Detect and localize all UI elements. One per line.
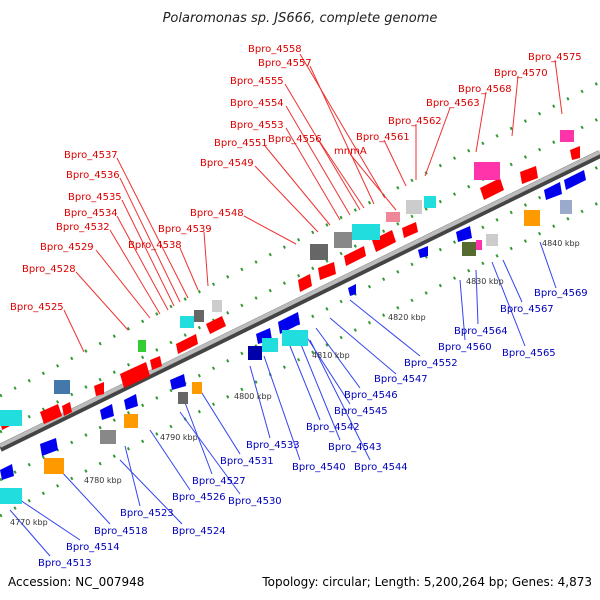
gene-label[interactable]: Bpro_4532 — [56, 222, 110, 233]
genome-backbone — [0, 150, 600, 452]
tick-label: 4770 kbp — [10, 518, 48, 527]
gene-label[interactable]: Bpro_4524 — [172, 526, 226, 537]
gene-label[interactable]: Bpro_4535 — [68, 192, 122, 203]
gene-label[interactable]: Bpro_4570 — [494, 68, 548, 79]
gene-label[interactable]: Bpro_4556 — [268, 134, 322, 145]
gene-label[interactable]: Bpro_4543 — [328, 442, 382, 453]
map-title: Polaromonas sp. JS666, complete genome — [163, 11, 438, 26]
gene-label[interactable]: Bpro_4552 — [404, 358, 458, 369]
gene-label[interactable]: Bpro_4558 — [248, 44, 302, 55]
gene-label[interactable]: Bpro_4539 — [158, 224, 212, 235]
gene-label[interactable]: mnmA — [334, 146, 367, 157]
gene-label[interactable]: Bpro_4531 — [220, 456, 274, 467]
gene-features — [0, 130, 586, 504]
gene-label[interactable]: Bpro_4546 — [344, 390, 398, 401]
track-guides — [0, 80, 600, 518]
gene-label[interactable]: Bpro_4551 — [214, 138, 268, 149]
gene-label[interactable]: Bpro_4528 — [22, 264, 76, 275]
gene-label[interactable]: Bpro_4523 — [120, 508, 174, 519]
topology-text: Topology: circular; Length: 5,200,264 bp… — [261, 575, 592, 589]
gene-label[interactable]: Bpro_4553 — [230, 120, 284, 131]
gene-label[interactable]: Bpro_4526 — [172, 492, 226, 503]
accession-text: Accession: NC_007948 — [8, 575, 144, 589]
tick-label: 4840 kbp — [542, 239, 580, 248]
gene-label[interactable]: Bpro_4563 — [426, 98, 480, 109]
gene-label[interactable]: Bpro_4545 — [334, 406, 388, 417]
bottom-gene-labels: Bpro_4569 Bpro_4567 Bpro_4564 Bpro_4560 … — [38, 288, 588, 569]
gene-label[interactable]: Bpro_4549 — [200, 158, 254, 169]
gene-label[interactable]: Bpro_4530 — [228, 496, 282, 507]
gene-label[interactable]: Bpro_4536 — [66, 170, 120, 181]
gene-label[interactable]: Bpro_4513 — [38, 558, 92, 569]
gene-label[interactable]: Bpro_4548 — [190, 208, 244, 219]
gene-label[interactable]: Bpro_4529 — [40, 242, 94, 253]
tick-label: 4800 kbp — [234, 392, 272, 401]
gene-label[interactable]: Bpro_4560 — [438, 342, 492, 353]
gene-label[interactable]: Bpro_4565 — [502, 348, 556, 359]
gene-label[interactable]: Bpro_4540 — [292, 462, 346, 473]
tick-label: 4810 kbp — [312, 351, 350, 360]
gene-label[interactable]: Bpro_4575 — [528, 52, 582, 63]
gene-label[interactable]: Bpro_4538 — [128, 240, 182, 251]
gene-label[interactable]: Bpro_4518 — [94, 526, 148, 537]
gene-label[interactable]: Bpro_4533 — [246, 440, 300, 451]
gene-label[interactable]: Bpro_4534 — [64, 208, 118, 219]
gene-label[interactable]: Bpro_4567 — [500, 304, 554, 315]
gene-label[interactable]: Bpro_4564 — [454, 326, 508, 337]
gene-label[interactable]: Bpro_4542 — [306, 422, 360, 433]
kbp-ticks: 4770 kbp 4780 kbp 4790 kbp 4800 kbp 4810… — [10, 239, 580, 527]
top-leader-lines — [63, 53, 563, 353]
gene-label[interactable]: Bpro_4514 — [66, 542, 120, 553]
top-gene-labels: Bpro_4558 Bpro_4557 Bpro_4555 Bpro_4554 … — [10, 44, 582, 313]
gene-label[interactable]: Bpro_4547 — [374, 374, 428, 385]
gene-label[interactable]: Bpro_4562 — [388, 116, 442, 127]
gene-label[interactable]: Bpro_4537 — [64, 150, 118, 161]
tick-label: 4790 kbp — [160, 433, 198, 442]
gene-label[interactable]: Bpro_4557 — [258, 58, 312, 69]
gene-label[interactable]: Bpro_4561 — [356, 132, 410, 143]
gene-label[interactable]: Bpro_4555 — [230, 76, 284, 87]
gene-label[interactable]: Bpro_4568 — [458, 84, 512, 95]
tick-label: 4820 kbp — [388, 313, 426, 322]
gene-label[interactable]: Bpro_4525 — [10, 302, 64, 313]
gene-label[interactable]: Bpro_4527 — [192, 476, 246, 487]
gene-label[interactable]: Bpro_4544 — [354, 462, 408, 473]
tick-label: 4780 kbp — [84, 476, 122, 485]
gene-label[interactable]: Bpro_4569 — [534, 288, 588, 299]
gene-label[interactable]: Bpro_4554 — [230, 98, 284, 109]
tick-label: 4830 kbp — [466, 277, 504, 286]
bottom-leader-lines — [9, 241, 557, 557]
